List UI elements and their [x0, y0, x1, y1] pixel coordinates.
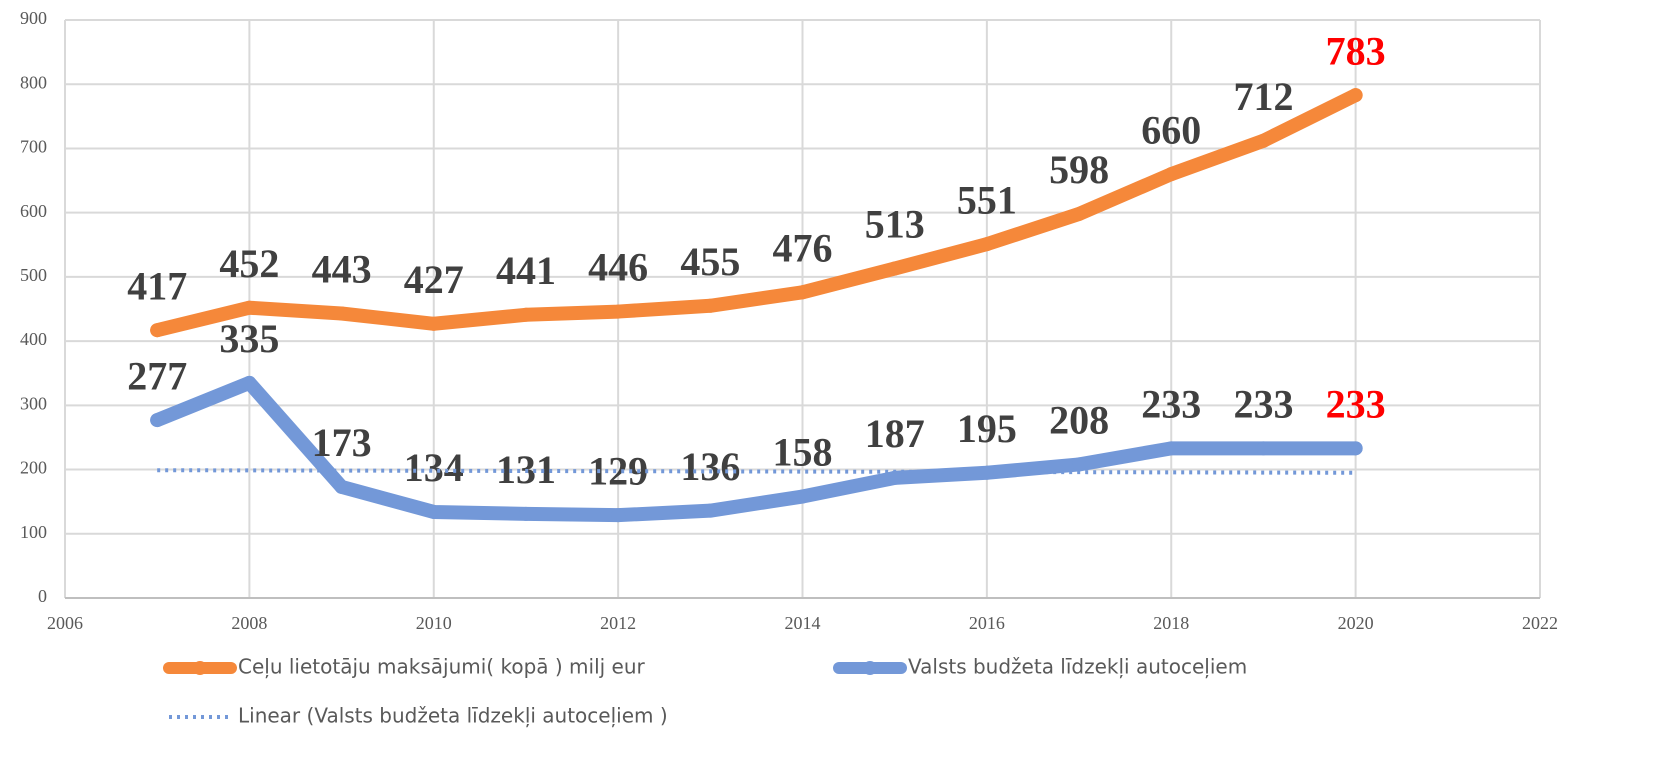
y-tick-label: 100	[20, 522, 47, 542]
point	[887, 470, 902, 485]
point	[611, 304, 626, 319]
data-label: 233	[1233, 382, 1293, 427]
y-tick-label: 700	[20, 137, 47, 157]
point	[1072, 206, 1087, 221]
data-label: 208	[1049, 398, 1109, 443]
legend-label: Valsts budžeta līdzekļi autoceļiem	[908, 655, 1247, 679]
point	[242, 300, 257, 315]
point	[1164, 167, 1179, 182]
point	[426, 504, 441, 519]
x-tick-label: 2008	[231, 613, 267, 633]
data-label: 195	[957, 406, 1017, 451]
y-tick-label: 0	[38, 586, 47, 606]
x-tick-label: 2010	[416, 613, 452, 633]
point	[611, 508, 626, 523]
data-label: 455	[680, 239, 740, 284]
data-label: 233	[1141, 382, 1201, 427]
data-label: 476	[773, 225, 833, 270]
point	[1164, 441, 1179, 456]
data-label: 441	[496, 248, 556, 293]
point	[242, 375, 257, 390]
data-label: 233	[1326, 382, 1386, 427]
data-label: 660	[1141, 107, 1201, 152]
series-line	[150, 375, 1363, 523]
y-tick-label: 900	[20, 8, 47, 28]
x-tick-label: 2006	[47, 613, 83, 633]
legend-marker	[863, 661, 877, 675]
point	[1348, 88, 1363, 103]
data-label: 598	[1049, 147, 1109, 192]
point	[1256, 133, 1271, 148]
y-tick-label: 200	[20, 458, 47, 478]
data-label: 335	[219, 316, 279, 361]
point	[150, 323, 165, 338]
point	[979, 237, 994, 252]
data-label: 452	[219, 241, 279, 286]
data-label: 443	[312, 247, 372, 292]
y-tick-label: 800	[20, 72, 47, 92]
legend-label: Ceļu lietotāju maksājumi( kopā ) milj eu…	[238, 655, 646, 679]
point	[1348, 441, 1363, 456]
data-label: 136	[680, 444, 740, 489]
data-label: 513	[865, 202, 925, 247]
data-label: 551	[957, 177, 1017, 222]
x-tick-label: 2014	[785, 613, 821, 633]
point	[795, 489, 810, 504]
data-label: 158	[773, 430, 833, 475]
y-tick-label: 400	[20, 329, 47, 349]
x-tick-label: 2018	[1153, 613, 1189, 633]
y-tick-label: 500	[20, 265, 47, 285]
data-label: 173	[312, 420, 372, 465]
point	[518, 506, 533, 521]
point	[1072, 457, 1087, 472]
point	[426, 316, 441, 331]
legend-marker	[193, 661, 207, 675]
x-tick-label: 2012	[600, 613, 636, 633]
legend-label: Linear (Valsts budžeta līdzekļi autoceļi…	[238, 704, 668, 728]
data-label: 134	[404, 445, 464, 490]
point	[1256, 441, 1271, 456]
point	[795, 285, 810, 300]
point	[703, 298, 718, 313]
point	[887, 261, 902, 276]
data-label: 712	[1233, 74, 1293, 119]
data-label: 446	[588, 245, 648, 290]
point	[703, 503, 718, 518]
data-label: 783	[1326, 28, 1386, 73]
data-label: 277	[127, 353, 187, 398]
x-tick-label: 2022	[1522, 613, 1558, 633]
data-label: 417	[127, 263, 187, 308]
series-line	[150, 88, 1363, 338]
data-label: 427	[404, 257, 464, 302]
y-tick-label: 600	[20, 201, 47, 221]
point	[334, 306, 349, 321]
y-tick-label: 300	[20, 393, 47, 413]
point	[518, 307, 533, 322]
point	[150, 413, 165, 428]
x-tick-label: 2016	[969, 613, 1005, 633]
point	[334, 479, 349, 494]
data-label: 187	[865, 411, 925, 456]
point	[979, 465, 994, 480]
x-tick-label: 2020	[1338, 613, 1374, 633]
